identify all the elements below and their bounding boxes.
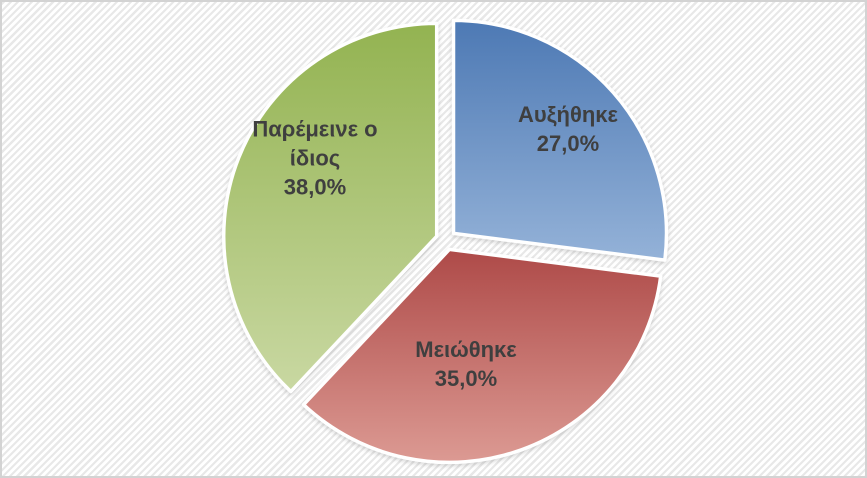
slice-name: Αυξήθηκε [518, 102, 618, 127]
slice-label-increased: Αυξήθηκε 27,0% [518, 100, 618, 158]
pie-slice-2 [221, 21, 439, 394]
slice-name: Παρέμεινε ο ίδιος [252, 116, 378, 171]
pie-slice-1 [301, 247, 663, 465]
slice-percentage: 35,0% [434, 366, 498, 391]
slice-name: Μειώθηκε [415, 337, 517, 362]
slice-label-remained-same: Παρέμεινε ο ίδιος 38,0% [239, 115, 391, 202]
slice-percentage: 27,0% [536, 131, 600, 156]
slice-label-decreased: Μειώθηκε 35,0% [415, 335, 517, 393]
slice-percentage: 38,0% [283, 174, 347, 200]
pie-slice-0 [451, 18, 669, 262]
